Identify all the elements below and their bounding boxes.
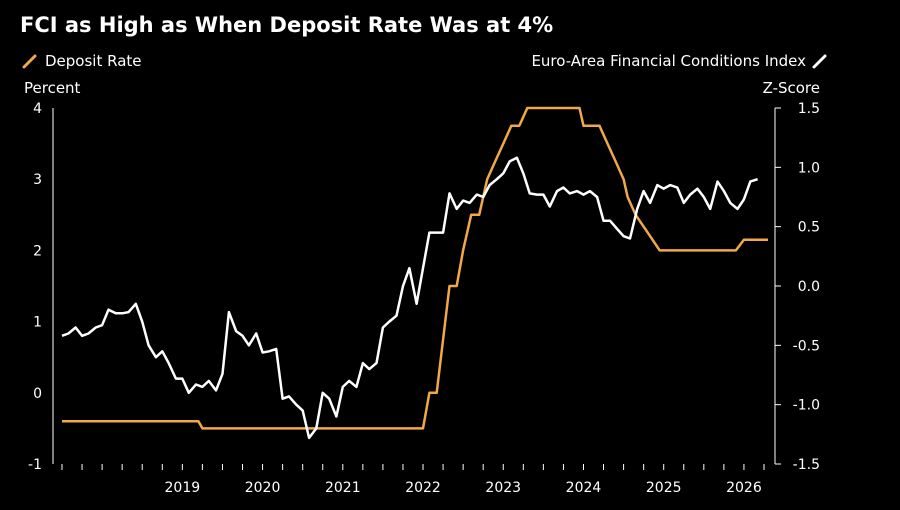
x-axis-labels: 2019 2020 2021 2022 2023 2024 2025 2026	[165, 480, 762, 496]
left-tick-label: 4	[33, 101, 42, 117]
left-tick-label: 0	[33, 386, 42, 402]
x-year-label: 2025	[646, 480, 682, 496]
right-tick-label: 1.0	[798, 160, 820, 176]
left-tick-label: 1	[33, 315, 42, 331]
left-tick-label: 2	[33, 243, 42, 259]
x-year-label: 2024	[566, 480, 602, 496]
right-axis-ticks: 1.5 1.0 0.5 0.0 -0.5 -1.0 -1.5	[775, 101, 820, 473]
legend-fci: Euro-Area Financial Conditions Index	[531, 52, 827, 70]
left-tick-label: 3	[33, 172, 42, 188]
series-line-deposit-rate	[62, 106, 768, 430]
right-tick-label: 0.5	[798, 220, 820, 236]
x-year-label: 2021	[325, 480, 361, 496]
right-tick-label: 0.0	[798, 279, 820, 295]
x-year-label: 2019	[165, 480, 201, 496]
right-tick-label: -1.0	[793, 398, 820, 414]
x-year-label: 2022	[405, 480, 441, 496]
series-line-fci	[61, 156, 758, 440]
legend-label-fci: Euro-Area Financial Conditions Index	[531, 52, 806, 70]
right-axis-label: Z-Score	[763, 79, 820, 97]
x-year-label: 2026	[726, 480, 762, 496]
legend-swatch-deposit-rate	[22, 54, 37, 69]
legend-swatch-fci	[812, 54, 827, 69]
left-tick-label: -1	[28, 457, 42, 473]
legend-deposit-rate: Deposit Rate	[22, 52, 142, 70]
chart-title: FCI as High as When Deposit Rate Was at …	[20, 13, 553, 37]
right-tick-label: -1.5	[793, 457, 820, 473]
x-axis-ticks	[61, 464, 765, 470]
x-year-label: 2023	[485, 480, 521, 496]
left-axis-label: Percent	[24, 79, 81, 97]
right-tick-label: 1.5	[798, 101, 820, 117]
left-axis-ticks: 4 3 2 1 0 -1	[28, 101, 42, 473]
x-year-label: 2020	[245, 480, 281, 496]
legend-label-deposit-rate: Deposit Rate	[45, 52, 142, 70]
right-tick-label: -0.5	[793, 338, 820, 354]
